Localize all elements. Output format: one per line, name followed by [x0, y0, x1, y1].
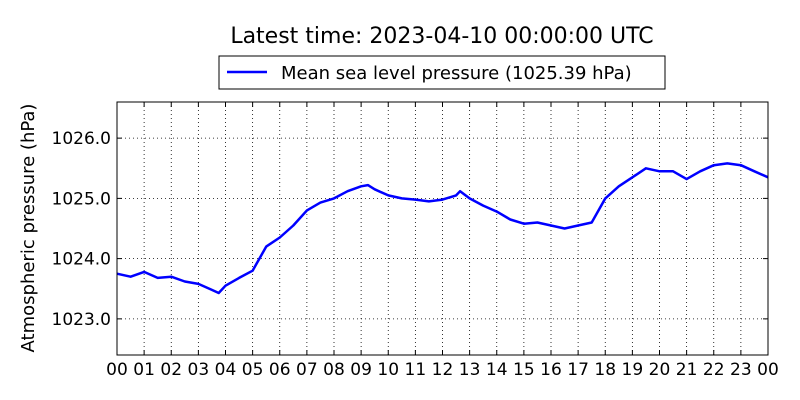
x-tick-label: 19 [622, 360, 644, 380]
x-tick-label: 06 [269, 360, 291, 380]
x-tick-label: 20 [649, 360, 671, 380]
x-tick-label: 12 [432, 360, 454, 380]
y-tick-label: 1023.0 [52, 310, 111, 330]
x-tick-label: 23 [730, 360, 752, 380]
legend-label: Mean sea level pressure (1025.39 hPa) [281, 63, 632, 84]
x-tick-label: 10 [377, 360, 399, 380]
x-tick-label: 09 [350, 360, 372, 380]
x-tick-label: 15 [513, 360, 535, 380]
plot-frame [116, 101, 769, 356]
x-tick-label: 01 [133, 360, 155, 380]
x-tick-label: 14 [486, 360, 508, 380]
series-layer [116, 162, 769, 295]
y-axis-label: Atmospheric pressure (hPa) [18, 104, 39, 353]
legend: Mean sea level pressure (1025.39 hPa) [218, 55, 666, 90]
x-tick-label: 22 [703, 360, 725, 380]
x-tick-label: 13 [459, 360, 481, 380]
y-ticks: 1023.0 1024.0 1025.0 1026.0 [52, 129, 768, 330]
x-tick-label: 04 [215, 360, 237, 380]
x-tick-label: 00 [757, 360, 779, 380]
y-tick-label: 1026.0 [52, 129, 111, 149]
x-ticks: 00 01 02 03 04 05 06 07 08 09 10 11 12 13 14 15 16 17 18 19… [106, 102, 779, 380]
x-tick-label: 08 [323, 360, 345, 380]
x-tick-label: 21 [676, 360, 698, 380]
y-tick-label: 1024.0 [52, 250, 111, 270]
x-tick-label: 03 [188, 360, 210, 380]
x-tick-label: 11 [405, 360, 427, 380]
x-tick-label: 05 [242, 360, 264, 380]
chart-title: Latest time: 2023-04-10 00:00:00 UTC [230, 24, 653, 49]
x-tick-label: 00 [106, 360, 128, 380]
x-tick-label: 07 [296, 360, 318, 380]
x-tick-label: 18 [594, 360, 616, 380]
x-tick-label: 16 [540, 360, 562, 380]
series-line-0 [116, 162, 769, 295]
legend-box [218, 55, 666, 90]
x-tick-label: 02 [160, 360, 182, 380]
y-tick-label: 1025.0 [52, 189, 111, 209]
x-tick-label: 17 [567, 360, 589, 380]
grid [117, 102, 768, 355]
